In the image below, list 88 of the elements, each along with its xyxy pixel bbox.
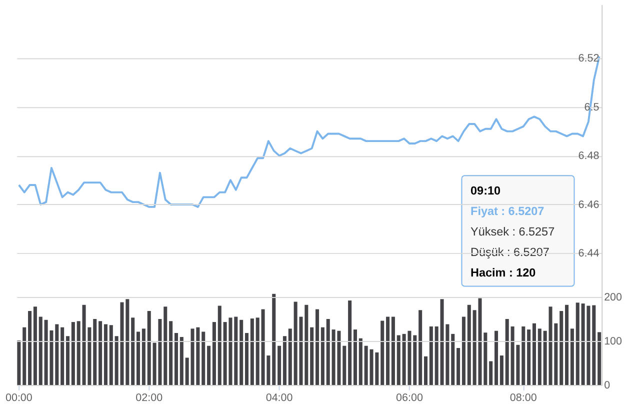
- x-tick-label: 02:00: [136, 392, 163, 404]
- bar: [147, 311, 151, 386]
- bar: [418, 310, 422, 386]
- annotation: Fiyat : 6.5207: [470, 204, 544, 218]
- y-tick-label: 6.48: [578, 150, 600, 162]
- bar: [272, 294, 276, 386]
- bar: [527, 330, 531, 386]
- bar: [66, 336, 70, 386]
- bar: [282, 336, 286, 386]
- bar: [93, 318, 97, 386]
- bar: [234, 316, 238, 386]
- bar: [104, 324, 108, 386]
- bar: [316, 309, 320, 386]
- bar: [256, 318, 260, 386]
- bar: [278, 346, 282, 386]
- bar: [576, 302, 580, 386]
- bar: [240, 320, 244, 386]
- x-tick-label: 00:00: [5, 392, 32, 404]
- bar: [244, 333, 249, 386]
- bar: [467, 304, 471, 386]
- bar: [310, 327, 314, 386]
- y-tick-label: 6.52: [578, 52, 600, 65]
- bar: [202, 332, 206, 386]
- bar: [288, 328, 292, 386]
- bar: [429, 326, 433, 386]
- bar: [456, 348, 460, 386]
- bar: [180, 337, 184, 386]
- bar: [109, 325, 113, 386]
- bar: [396, 335, 400, 386]
- bar: [353, 330, 357, 386]
- bar: [598, 332, 602, 386]
- y2-tick-label: 0: [604, 379, 610, 392]
- bar: [164, 306, 168, 386]
- bar: [413, 335, 417, 386]
- bar: [434, 326, 438, 386]
- bar: [326, 318, 330, 386]
- bar: [532, 323, 536, 386]
- bar: [342, 346, 346, 386]
- annotation: Hacim : 120: [470, 266, 536, 280]
- bar: [358, 338, 362, 386]
- bar: [560, 311, 564, 386]
- bar: [451, 334, 455, 386]
- bar: [136, 332, 140, 386]
- bar: [98, 321, 102, 386]
- bar: [212, 322, 216, 386]
- bar: [592, 305, 596, 386]
- bar: [17, 340, 21, 386]
- bar: [386, 316, 390, 386]
- bar: [380, 320, 384, 386]
- bar: [320, 327, 324, 386]
- bar: [22, 327, 26, 386]
- bar: [462, 316, 466, 386]
- bar: [28, 311, 32, 386]
- bar: [218, 306, 222, 386]
- bar: [250, 318, 254, 386]
- bar: [570, 328, 574, 386]
- bar: [142, 328, 146, 386]
- bar: [391, 316, 395, 386]
- x-tick-label: 04:00: [266, 392, 293, 404]
- bar: [60, 327, 64, 386]
- bar: [565, 304, 569, 386]
- bar: [71, 322, 75, 386]
- bar: [131, 318, 135, 386]
- x-tick-label: 08:00: [510, 392, 537, 404]
- bar: [538, 328, 542, 386]
- bar: [348, 300, 352, 386]
- bar: [500, 356, 504, 386]
- bar: [55, 324, 59, 386]
- bar: [169, 321, 173, 386]
- line-series: [18, 55, 600, 208]
- bar: [494, 330, 498, 386]
- x-tick-label: 06:00: [396, 392, 423, 404]
- annotation: 09:10: [470, 184, 501, 198]
- bar: [489, 361, 493, 386]
- bar: [33, 306, 37, 386]
- y-tick-label: 6.44: [578, 248, 600, 260]
- y-tick-label: 6.46: [578, 198, 600, 211]
- bar: [424, 356, 428, 386]
- annotation: Yüksek : 6.5257: [470, 225, 555, 238]
- bar: [505, 318, 509, 386]
- bar: [174, 333, 178, 386]
- bar: [76, 321, 80, 386]
- y-tick-label: 6.5: [584, 101, 600, 114]
- bar: [522, 326, 526, 386]
- bar: [38, 316, 42, 386]
- y2-tick-label: 200: [604, 291, 622, 304]
- y2-tick-label: 100: [604, 335, 622, 348]
- bar: [207, 346, 211, 386]
